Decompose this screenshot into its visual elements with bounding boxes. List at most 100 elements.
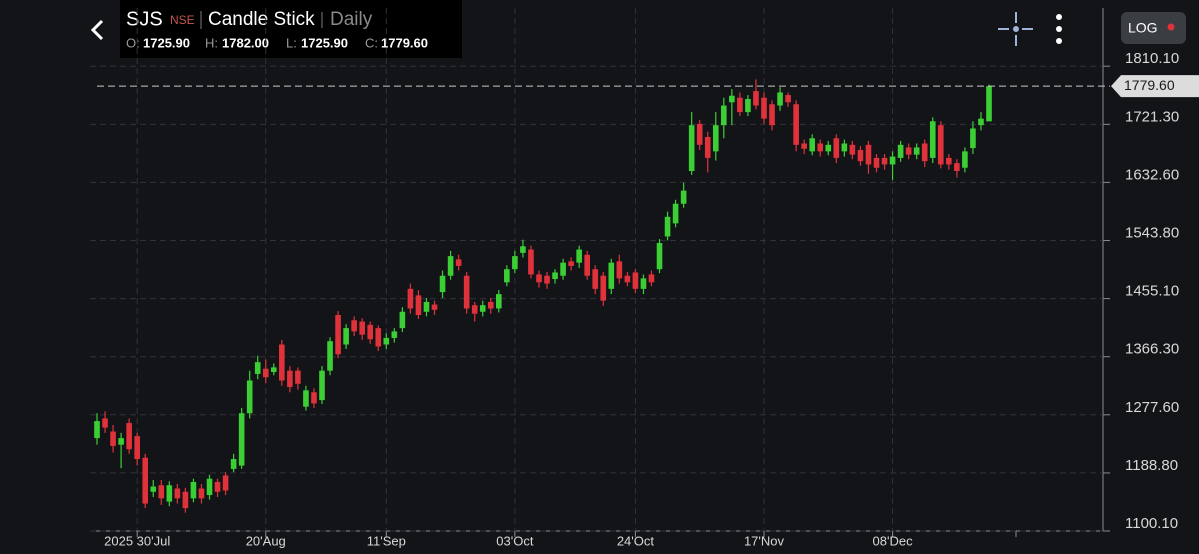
candle-body [327,341,333,371]
candle-body [688,125,695,172]
back-button[interactable] [90,19,104,41]
candle-body [745,98,751,113]
log-button-label[interactable]: LOG [1128,20,1158,36]
candle-body [576,249,582,263]
y-tick-label: 1721.30 [1125,108,1179,125]
candle-body [94,421,100,439]
ohlc-value: 1782.00 [222,35,269,50]
candle-body [166,485,173,502]
candle-body [455,259,462,266]
candle-body [295,370,301,384]
candle-body [303,390,309,407]
candle-body [672,203,679,224]
exchange: NSE [170,13,195,27]
candle-body [359,321,365,335]
candle-body [238,413,245,466]
candle-body [632,272,639,289]
candle-body [656,243,663,270]
candle-body [536,274,542,283]
candle-body [158,485,165,499]
candle-body [737,97,743,113]
candle-body [721,105,727,126]
candle-body [311,392,317,404]
candle-body [608,262,615,289]
candle-body [712,125,719,152]
candle-body [793,104,799,145]
candle-body [230,459,237,469]
candle-body [351,320,357,332]
candle-body [254,362,261,374]
candle-body [279,344,285,381]
last-price-tag [1111,75,1199,98]
x-tick-label: 2025 30'Jul [104,533,170,548]
candle-body [118,438,124,445]
candle-body [592,269,599,289]
candle-body [978,118,984,126]
candle-body [889,156,896,165]
candle-body [142,457,149,504]
y-tick-label: 1100.10 [1125,515,1178,532]
candle-body [777,92,783,106]
candle-body [921,143,928,162]
candle-body [415,295,422,316]
candle-body [865,144,872,165]
candle-body [335,315,341,355]
candle-body [913,147,920,155]
chart-type[interactable]: Candle Stick [208,9,315,30]
ohlc-value: 1779.60 [381,35,428,50]
candle-body [600,275,607,301]
log-indicator [1167,23,1175,31]
ohlc-key: O: [126,35,140,50]
ohlc-value: 1725.90 [301,35,348,50]
candle-body [696,123,703,145]
candle-body [986,86,992,122]
symbol: SJS [126,8,163,30]
candle-body [447,256,454,276]
y-tick-label: 1188.80 [1125,457,1178,474]
candle-body [383,337,390,345]
candle-body [729,95,735,103]
log-button[interactable] [1121,12,1186,44]
candle-body [929,121,936,158]
y-tick-label: 1543.80 [1125,225,1179,242]
candle-body [287,370,293,388]
candle-body [584,254,590,276]
candle-body [801,143,807,149]
candle-body [841,143,848,152]
candle-body [520,246,526,253]
candle-body [222,475,229,491]
crosshair-button[interactable] [998,12,1033,46]
y-tick-label: 1277.60 [1125,399,1179,416]
x-tick-label: 03'Oct [496,533,534,548]
candle-body [849,144,856,155]
candle-body [496,294,502,309]
candle-body [897,144,904,158]
candle-body [102,418,108,428]
candle-body [182,491,189,509]
candle-body [423,301,430,312]
y-tick-label: 1632.60 [1125,166,1179,183]
ohlc-key: H: [205,35,218,50]
candle-body [439,275,446,293]
candle-body [873,157,880,168]
candle-body [134,436,140,460]
candle-body [616,261,623,279]
candle-body [367,324,374,340]
y-tick-label: 1455.10 [1125,283,1179,300]
candle-body [528,249,534,275]
ohlc-key: L: [286,35,297,50]
candle-body [833,138,840,158]
candle-body [648,274,655,283]
candle-body [110,431,116,446]
plot: 1100.10 1188.80 1277.60 1366.30 1455.10 1543.… [90,8,1199,548]
menu-button[interactable] [1056,14,1062,44]
candle-body [504,269,510,283]
x-tick-label: 11'Sep [367,533,406,548]
candle-body [825,144,832,152]
candle-body [753,91,759,106]
interval[interactable]: Daily [330,9,373,30]
candle-body [126,423,132,450]
